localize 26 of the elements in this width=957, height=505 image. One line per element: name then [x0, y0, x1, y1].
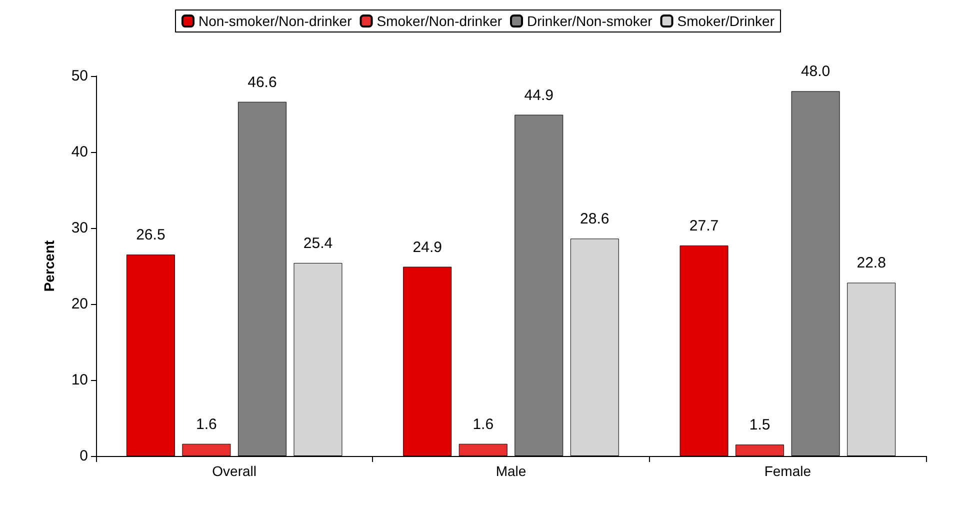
y-tick-label: 50	[71, 68, 88, 84]
x-tick-label: Male	[496, 463, 526, 479]
y-tick-label: 40	[71, 144, 88, 160]
data-label: 27.7	[689, 217, 719, 234]
data-label: 46.6	[248, 74, 277, 91]
data-label: 24.9	[412, 238, 442, 256]
legend-label: Drinker/Non-smoker	[527, 13, 653, 29]
legend-label: Smoker/Drinker	[677, 13, 775, 29]
x-tick-label: Female	[764, 463, 812, 479]
data-label: 22.8	[856, 254, 886, 272]
y-axis-title: Percent	[41, 240, 57, 292]
data-label: 48.0	[800, 63, 830, 80]
data-label: 1.5	[749, 416, 770, 434]
data-label: 25.4	[303, 234, 333, 252]
data-label: 44.9	[524, 86, 554, 104]
data-label: 1.6	[472, 416, 494, 433]
data-label: 28.6	[580, 210, 610, 228]
legend-label: Non-smoker/Non-drinker	[198, 13, 352, 29]
y-tick-label: 20	[71, 296, 88, 312]
x-tick-label: Overall	[212, 463, 257, 479]
y-tick-label: 10	[71, 372, 88, 388]
data-label: 26.5	[136, 226, 166, 244]
legend-label: Smoker/Non-drinker	[376, 13, 502, 29]
y-tick-label: 0	[80, 448, 88, 464]
data-label: 1.6	[196, 416, 217, 433]
y-tick-label: 30	[71, 220, 88, 236]
